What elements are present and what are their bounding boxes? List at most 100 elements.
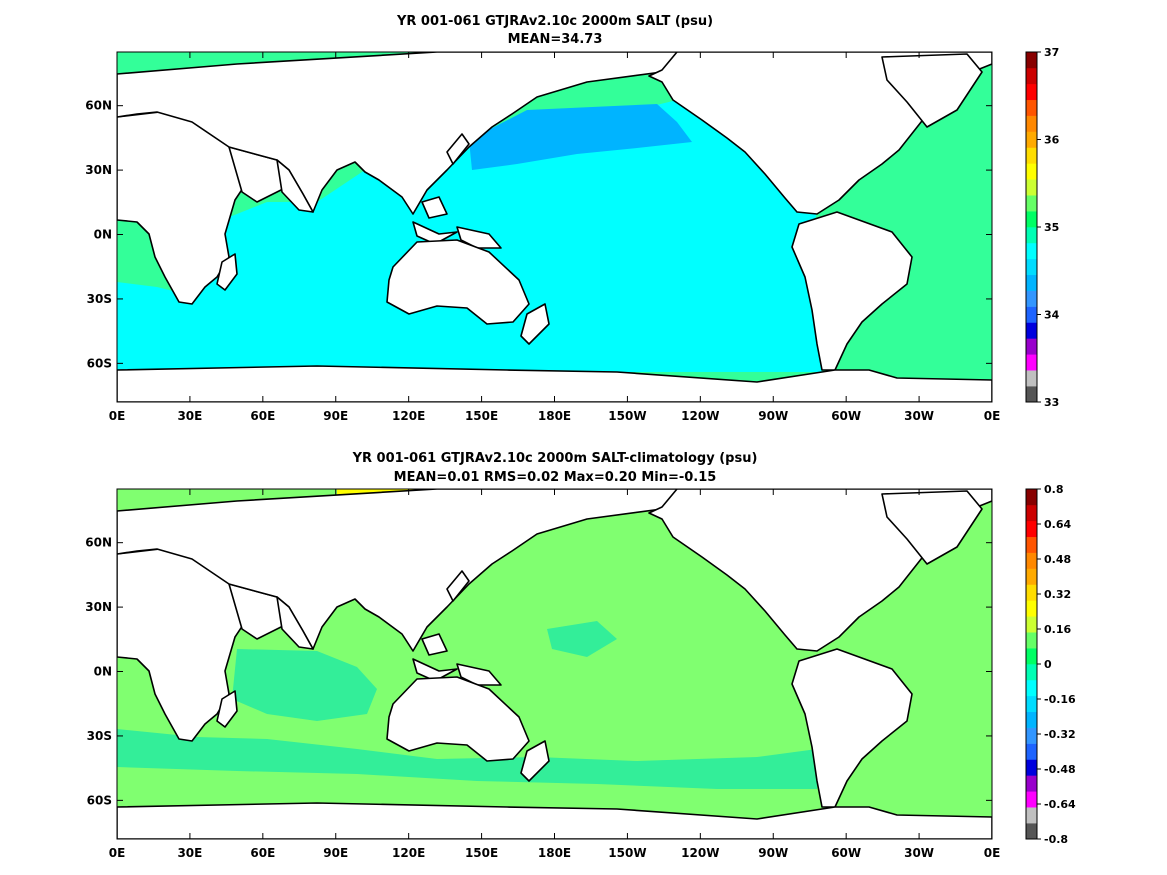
colorbar-swatch [1026, 679, 1037, 697]
colorbar-swatch [1026, 743, 1037, 760]
chart-2-region-indian-patch [232, 649, 377, 721]
colorbar-tick-label: -0.16 [1044, 693, 1076, 706]
colorbar-swatch [1026, 147, 1037, 164]
x-tick-label: 60W [831, 409, 861, 423]
x-tick-label: 150E [465, 846, 498, 860]
chart-1-map: 0E 30E 60E 90E 120E 150E 180E 150W 120W 90W 60W 30W… [85, 51, 1000, 423]
colorbar-tick-label: -0.48 [1044, 763, 1076, 776]
y-tick-label: 60S [87, 793, 112, 807]
colorbar-swatch [1026, 632, 1037, 649]
chart-2-colorbar: 0.8 0.64 0.48 0.32 0.16 0 -0.16 -0.32 -0.48 -0.64… [1025, 483, 1076, 846]
colorbar-swatch [1026, 823, 1037, 840]
colorbar-swatch [1026, 386, 1037, 403]
colorbar-tick-label: 0 [1044, 658, 1052, 671]
colorbar-swatch [1026, 195, 1037, 212]
colorbar-tick-label: 0.16 [1044, 623, 1071, 636]
colorbar-swatch [1026, 489, 1037, 506]
colorbar-swatch [1026, 338, 1037, 355]
colorbar-swatch [1026, 115, 1037, 132]
y-tick-label: 60N [85, 536, 112, 550]
chart-1: YR 001-061 GTJRAv2.10c 2000m SALT (psu) … [85, 14, 1059, 423]
x-tick-label: 120E [392, 409, 425, 423]
colorbar-swatch [1026, 791, 1037, 808]
x-tick-label: 30W [904, 409, 934, 423]
x-tick-label: 150W [608, 846, 646, 860]
colorbar-tick-label: 37 [1044, 46, 1059, 59]
y-tick-label: 30S [87, 292, 112, 306]
chart-2-map: 0E 30E 60E 90E 120E 150E 180E 150W 120W 90W 60W 30W… [85, 488, 1000, 860]
colorbar-swatch [1026, 568, 1037, 585]
chart-2: YR 001-061 GTJRAv2.10c 2000m SALT-climat… [85, 451, 1076, 860]
colorbar-swatch [1026, 354, 1037, 371]
colorbar-swatch [1026, 290, 1037, 307]
x-tick-label: 30E [177, 409, 202, 423]
colorbar-tick-label: 35 [1044, 221, 1059, 234]
colorbar-tick-label: 0.32 [1044, 588, 1071, 601]
colorbar-swatch [1026, 600, 1037, 617]
chart-2-axes: 0E 30E 60E 90E 120E 150E 180E 150W 120W 90W 60W 30W… [85, 489, 1000, 860]
colorbar-swatch [1026, 163, 1037, 180]
x-tick-label: 60E [250, 409, 275, 423]
colorbar-swatch [1026, 83, 1037, 101]
y-tick-label: 60S [87, 356, 112, 370]
x-tick-label: 0E [984, 409, 1001, 423]
colorbar-swatch [1026, 727, 1037, 744]
colorbar-swatch [1026, 131, 1037, 148]
y-tick-label: 30S [87, 729, 112, 743]
x-tick-label: 180E [538, 409, 571, 423]
colorbar-swatch [1026, 211, 1037, 228]
colorbar-tick-label: 0.8 [1044, 483, 1064, 496]
colorbar-swatch [1026, 695, 1037, 713]
chart-1-title: YR 001-061 GTJRAv2.10c 2000m SALT (psu) [396, 14, 713, 29]
colorbar-swatch [1026, 52, 1037, 69]
colorbar-swatch [1026, 616, 1037, 633]
y-tick-label: 60N [85, 99, 112, 113]
colorbar-tick-label: -0.64 [1044, 798, 1076, 811]
y-tick-label: 30N [85, 163, 112, 177]
chart-1-subtitle: MEAN=34.73 [508, 32, 603, 47]
colorbar-swatch [1026, 274, 1037, 291]
chart-2-title: YR 001-061 GTJRAv2.10c 2000m SALT-climat… [352, 451, 758, 466]
colorbar-swatch [1026, 807, 1037, 824]
colorbar-swatch [1026, 258, 1037, 276]
x-tick-label: 150E [465, 409, 498, 423]
chart-1-colorbar: 37 36 35 34 33 [1025, 46, 1060, 409]
chart-2-subtitle: MEAN=0.01 RMS=0.02 Max=0.20 Min=-0.15 [394, 470, 717, 485]
colorbar-swatch [1026, 664, 1037, 681]
x-tick-label: 120W [681, 409, 719, 423]
chart-1-region-pacific-fresh [469, 104, 692, 170]
colorbar-tick-label: 0.64 [1044, 518, 1071, 531]
x-tick-label: 30W [904, 846, 934, 860]
colorbar-swatch [1026, 759, 1037, 776]
x-tick-label: 60W [831, 846, 861, 860]
colorbar-swatch [1026, 179, 1037, 196]
colorbar-swatch [1026, 711, 1037, 728]
y-tick-label: 0N [94, 228, 112, 242]
colorbar-swatch [1026, 775, 1037, 792]
x-tick-label: 0E [984, 846, 1001, 860]
colorbar-swatch [1026, 552, 1037, 569]
colorbar-swatch [1026, 242, 1037, 260]
chart-2-region-southern-patch [117, 729, 817, 789]
colorbar-swatch [1026, 504, 1037, 522]
colorbar-tick-label: -0.32 [1044, 728, 1076, 741]
x-tick-label: 90E [323, 846, 348, 860]
colorbar-swatch [1026, 306, 1037, 323]
colorbar-tick-label: 34 [1044, 309, 1060, 322]
y-tick-label: 0N [94, 665, 112, 679]
colorbar-swatch [1026, 536, 1037, 553]
colorbar-swatch [1026, 67, 1037, 85]
x-tick-label: 150W [608, 409, 646, 423]
x-tick-label: 90E [323, 409, 348, 423]
colorbar-tick-label: 0.48 [1044, 553, 1071, 566]
x-tick-label: 90W [758, 846, 788, 860]
x-tick-label: 60E [250, 846, 275, 860]
x-tick-label: 180E [538, 846, 571, 860]
x-tick-label: 120E [392, 846, 425, 860]
chart-1-axes: 0E 30E 60E 90E 120E 150E 180E 150W 120W 90W 60W 30W… [85, 52, 1000, 423]
colorbar-swatch [1026, 648, 1037, 665]
colorbar-tick-label: -0.8 [1044, 833, 1068, 846]
x-tick-label: 120W [681, 846, 719, 860]
x-tick-label: 30E [177, 846, 202, 860]
